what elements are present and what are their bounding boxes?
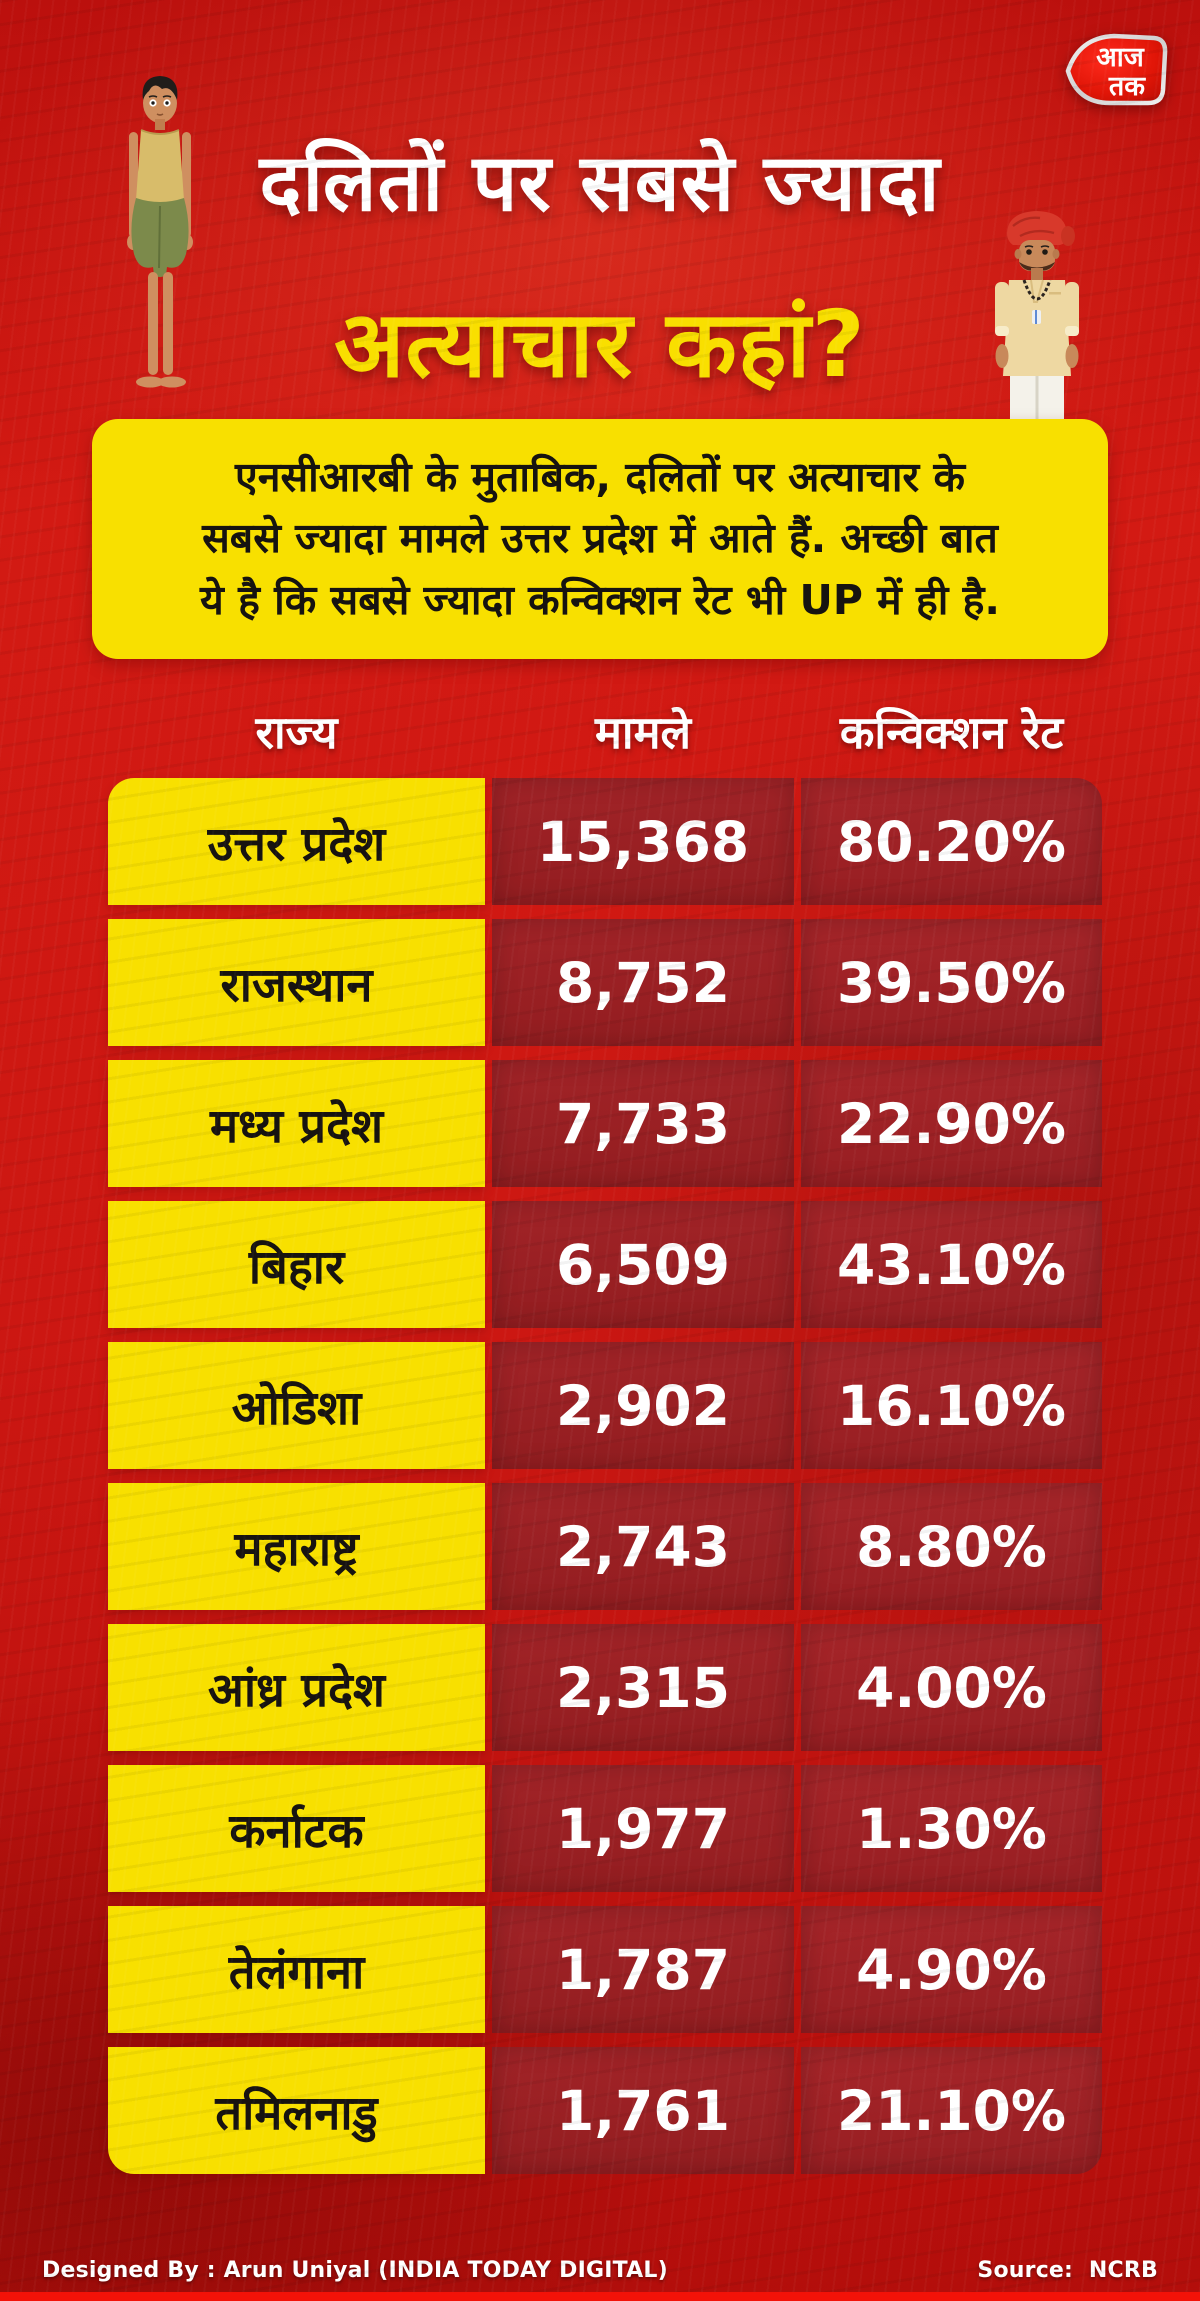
source-credit: Source: NCRB [977,2258,1158,2283]
cases-value-cell: 1,787 [492,1906,794,2033]
column-header-cases: मामले [595,706,691,759]
cases-value-cell: 8,752 [492,919,794,1046]
logo-text-top: आज [1096,42,1145,73]
state-name-cell: तेलंगाना [108,1906,485,2033]
conviction-rate-cell: 1.30% [801,1765,1102,1892]
table-header: राज्य मामले कन्विक्शन रेट [108,705,1102,761]
data-table: उत्तर प्रदेश 15,368 80.20% राजस्थान 8,75… [108,778,1102,2174]
conviction-rate-cell: 4.00% [801,1624,1102,1751]
state-name-cell: राजस्थान [108,919,485,1046]
conviction-rate-cell: 39.50% [801,919,1102,1046]
column-header-conviction-rate: कन्विक्शन रेट [839,706,1064,759]
state-name-cell: कर्नाटक [108,1765,485,1892]
villager-boy-illustration [127,76,193,388]
state-name-cell: बिहार [108,1201,485,1328]
logo-text-bottom: तक [1108,71,1146,102]
conviction-rate-cell: 16.10% [801,1342,1102,1469]
cases-value-cell: 2,315 [492,1624,794,1751]
state-name-cell: उत्तर प्रदेश [108,778,485,905]
state-name-cell: महाराष्ट्र [108,1483,485,1610]
turban-man-illustration [995,211,1079,420]
state-name-cell: आंध्र प्रदेश [108,1624,485,1751]
page-title: दलितों पर सबसे ज्यादा अत्याचार कहां? [120,128,1080,404]
conviction-rate-cell: 8.80% [801,1483,1102,1610]
cases-value-cell: 6,509 [492,1201,794,1328]
conviction-rate-cell: 4.90% [801,1906,1102,2033]
cases-value-cell: 1,761 [492,2047,794,2174]
title-line-1: दलितों पर सबसे ज्यादा [259,137,941,229]
state-name-cell: ओडिशा [108,1342,485,1469]
cases-value-cell: 7,733 [492,1060,794,1187]
column-header-state: राज्य [255,706,338,759]
aajtak-logo: आज तक [1064,30,1170,110]
conviction-rate-cell: 22.90% [801,1060,1102,1187]
cases-value-cell: 1,977 [492,1765,794,1892]
intro-text-line: ये है कि सबसे ज्यादा कन्विक्शन रेट भी UP… [200,575,1000,624]
footer: Designed By : Arun Uniyal (INDIA TODAY D… [42,2258,1158,2283]
cases-value-cell: 2,902 [492,1342,794,1469]
source-label: Source: [977,2258,1074,2283]
state-name-cell: मध्य प्रदेश [108,1060,485,1187]
bottom-accent-strip [0,2292,1200,2301]
state-name-cell: तमिलनाडु [108,2047,485,2174]
intro-text-line: सबसे ज्यादा मामले उत्तर प्रदेश में आते ह… [202,514,998,563]
intro-text-line: एनसीआरबी के मुताबिक, दलितों पर अत्याचार … [235,452,965,501]
cases-value-cell: 15,368 [492,778,794,905]
source-value: NCRB [1088,2258,1158,2283]
cases-value-cell: 2,743 [492,1483,794,1610]
designer-credit: Designed By : Arun Uniyal (INDIA TODAY D… [42,2258,668,2283]
intro-box: एनसीआरबी के मुताबिक, दलितों पर अत्याचार … [92,419,1108,659]
conviction-rate-cell: 43.10% [801,1201,1102,1328]
conviction-rate-cell: 80.20% [801,778,1102,905]
title-line-2: अत्याचार कहां? [334,290,866,398]
aajtak-logo-badge: आज तक [1065,33,1168,106]
conviction-rate-cell: 21.10% [801,2047,1102,2174]
